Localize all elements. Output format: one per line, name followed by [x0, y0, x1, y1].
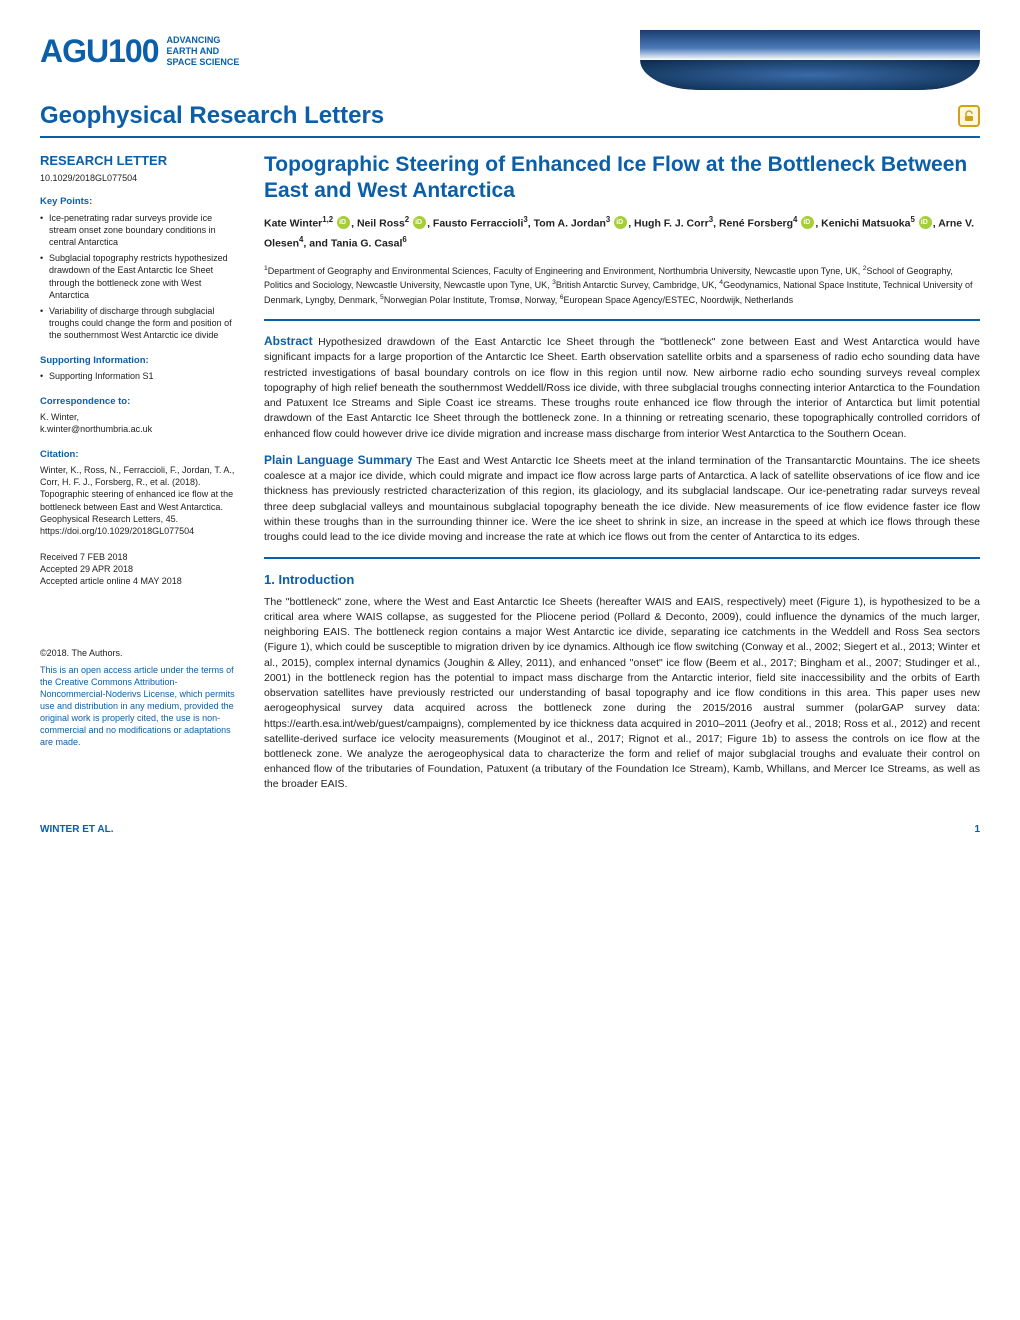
journal-name: Geophysical Research Letters	[40, 100, 384, 132]
abstract: Abstract Hypothesized drawdown of the Ea…	[264, 333, 980, 442]
orcid-icon[interactable]	[337, 216, 350, 229]
page-footer: WINTER ET AL. 1	[40, 823, 980, 837]
footer-authors: WINTER ET AL.	[40, 823, 114, 837]
orcid-icon[interactable]	[801, 216, 814, 229]
publisher-logo: AGU100 ADVANCING EARTH AND SPACE SCIENCE	[40, 30, 239, 73]
copyright: ©2018. The Authors.	[40, 647, 240, 659]
date-accepted: Accepted 29 APR 2018	[40, 563, 240, 575]
supporting-info-item[interactable]: Supporting Information S1	[40, 370, 240, 382]
key-points-list: Ice-penetrating radar surveys provide ic…	[40, 212, 240, 341]
tagline-line: ADVANCING	[167, 35, 240, 46]
journal-bar: Geophysical Research Letters	[40, 100, 980, 138]
agu100-logo: AGU100	[40, 30, 159, 73]
header-top: AGU100 ADVANCING EARTH AND SPACE SCIENCE	[40, 30, 980, 90]
citation-text: Winter, K., Ross, N., Ferraccioli, F., J…	[40, 465, 234, 511]
pls-label: Plain Language Summary	[264, 453, 412, 467]
date-received: Received 7 FEB 2018	[40, 551, 240, 563]
author-list: Kate Winter1,2 , Neil Ross2 , Fausto Fer…	[264, 213, 980, 254]
plain-language-summary: Plain Language Summary The East and West…	[264, 452, 980, 545]
article-dates: Received 7 FEB 2018 Accepted 29 APR 2018…	[40, 551, 240, 587]
pls-text: The East and West Antarctic Ice Sheets m…	[264, 455, 980, 543]
open-access-lock-icon	[958, 105, 980, 127]
supporting-info-head: Supporting Information:	[40, 355, 240, 368]
orcid-icon[interactable]	[413, 216, 426, 229]
citation-url[interactable]: https://doi.org/10.1029/2018GL077504	[40, 526, 194, 536]
divider	[264, 557, 980, 559]
article-title: Topographic Steering of Enhanced Ice Flo…	[264, 152, 980, 202]
key-point: Subglacial topography restricts hypothes…	[40, 252, 240, 301]
orcid-icon[interactable]	[614, 216, 627, 229]
tagline-line: SPACE SCIENCE	[167, 57, 240, 68]
abstract-text: Hypothesized drawdown of the East Antarc…	[264, 336, 980, 439]
doi[interactable]: 10.1029/2018GL077504	[40, 172, 240, 184]
correspondence-email[interactable]: k.winter@northumbria.ac.uk	[40, 423, 240, 435]
citation-head: Citation:	[40, 449, 240, 462]
tagline: ADVANCING EARTH AND SPACE SCIENCE	[167, 35, 240, 67]
introduction-text: The "bottleneck" zone, where the West an…	[264, 595, 980, 793]
license-text: This is an open access article under the…	[40, 664, 240, 749]
citation-journal: Geophysical Research Letters	[40, 514, 161, 524]
sidebar: RESEARCH LETTER 10.1029/2018GL077504 Key…	[40, 152, 240, 792]
key-point: Variability of discharge through subglac…	[40, 305, 240, 341]
correspondence-head: Correspondence to:	[40, 396, 240, 409]
affiliations: 1Department of Geography and Environment…	[264, 264, 980, 308]
tagline-line: EARTH AND	[167, 46, 240, 57]
key-points-head: Key Points:	[40, 196, 240, 209]
divider	[264, 319, 980, 321]
supporting-info-list: Supporting Information S1	[40, 370, 240, 382]
section-heading: 1. Introduction	[264, 571, 980, 589]
correspondence-name: K. Winter,	[40, 411, 240, 423]
earth-banner-image	[640, 30, 980, 90]
article-body: Topographic Steering of Enhanced Ice Flo…	[264, 152, 980, 792]
citation-vol: , 45.	[161, 514, 179, 524]
article-type: RESEARCH LETTER	[40, 152, 240, 170]
page-number: 1	[974, 823, 980, 837]
date-online: Accepted article online 4 MAY 2018	[40, 575, 240, 587]
abstract-label: Abstract	[264, 334, 313, 348]
key-point: Ice-penetrating radar surveys provide ic…	[40, 212, 240, 248]
orcid-icon[interactable]	[919, 216, 932, 229]
